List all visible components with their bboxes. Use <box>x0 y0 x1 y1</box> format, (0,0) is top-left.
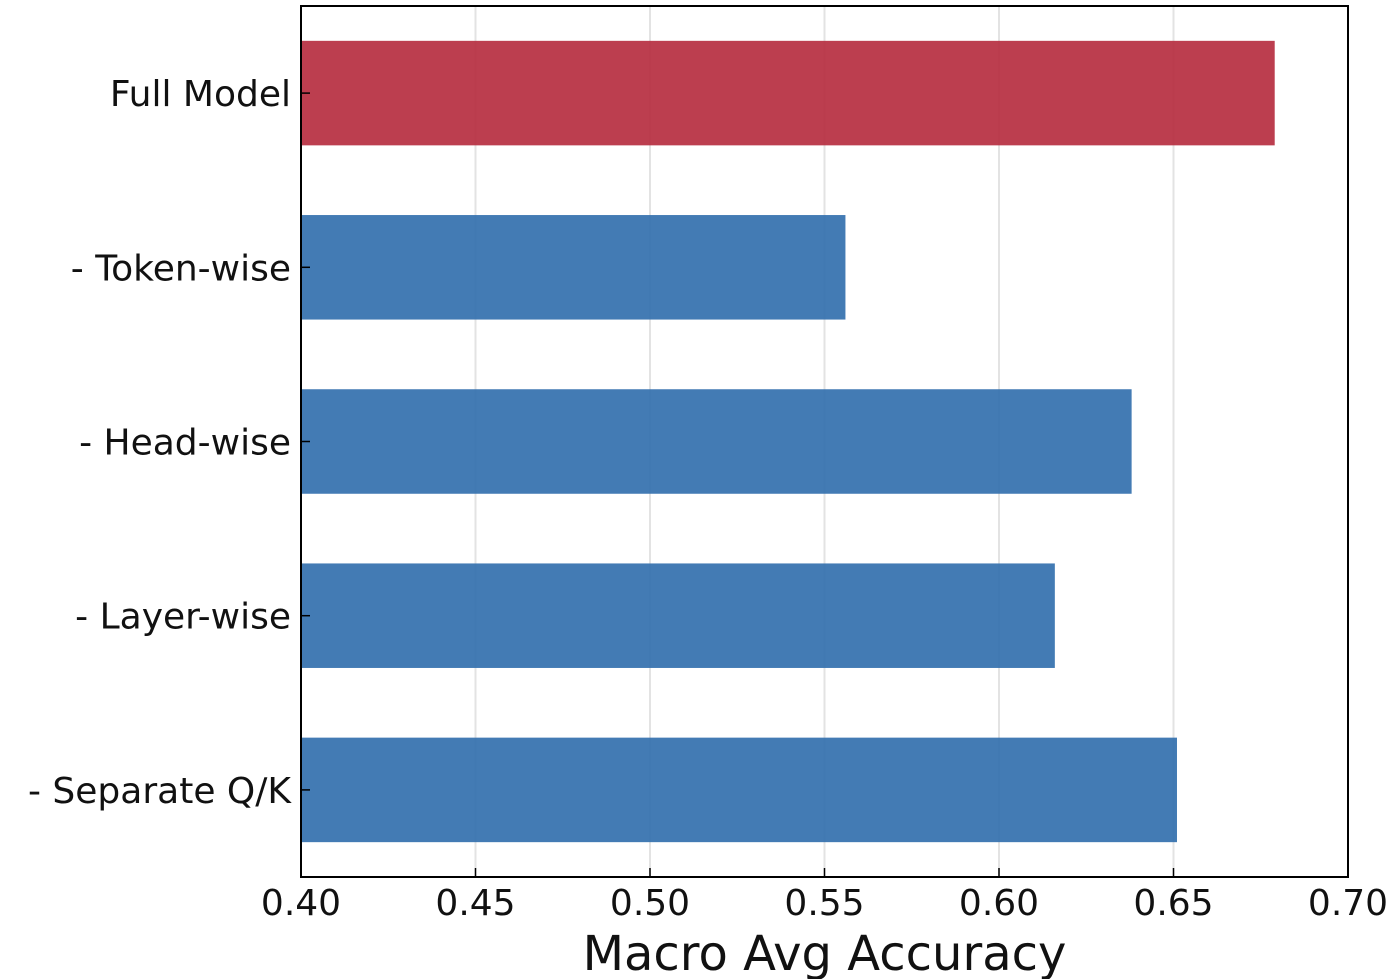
x-tick-label: 0.45 <box>435 883 515 924</box>
bar <box>301 737 1177 843</box>
y-tick-label: - Token-wise <box>71 248 291 289</box>
x-tick-label: 0.40 <box>261 883 341 924</box>
bar <box>301 215 846 320</box>
x-tick-label: 0.65 <box>1133 883 1213 924</box>
x-tick-label: 0.50 <box>610 883 690 924</box>
y-tick-label: Full Model <box>110 74 291 115</box>
y-tick-label: - Layer-wise <box>75 597 291 638</box>
x-tick-label: 0.70 <box>1308 883 1388 924</box>
x-axis-title: Macro Avg Accuracy <box>583 926 1067 979</box>
y-tick-label: - Head-wise <box>79 423 291 464</box>
bar <box>301 563 1055 668</box>
bar <box>301 389 1132 494</box>
y-tick-label: - Separate Q/K <box>28 771 292 812</box>
x-tick-label: 0.55 <box>784 883 864 924</box>
x-tick-label: 0.60 <box>959 883 1039 924</box>
tick-labels: 0.40 0.45 0.50 0.55 0.60 0.65 0.70 Full Model - … <box>28 74 1388 924</box>
ticks <box>300 92 1349 877</box>
bar <box>301 40 1275 146</box>
bars <box>301 40 1275 843</box>
